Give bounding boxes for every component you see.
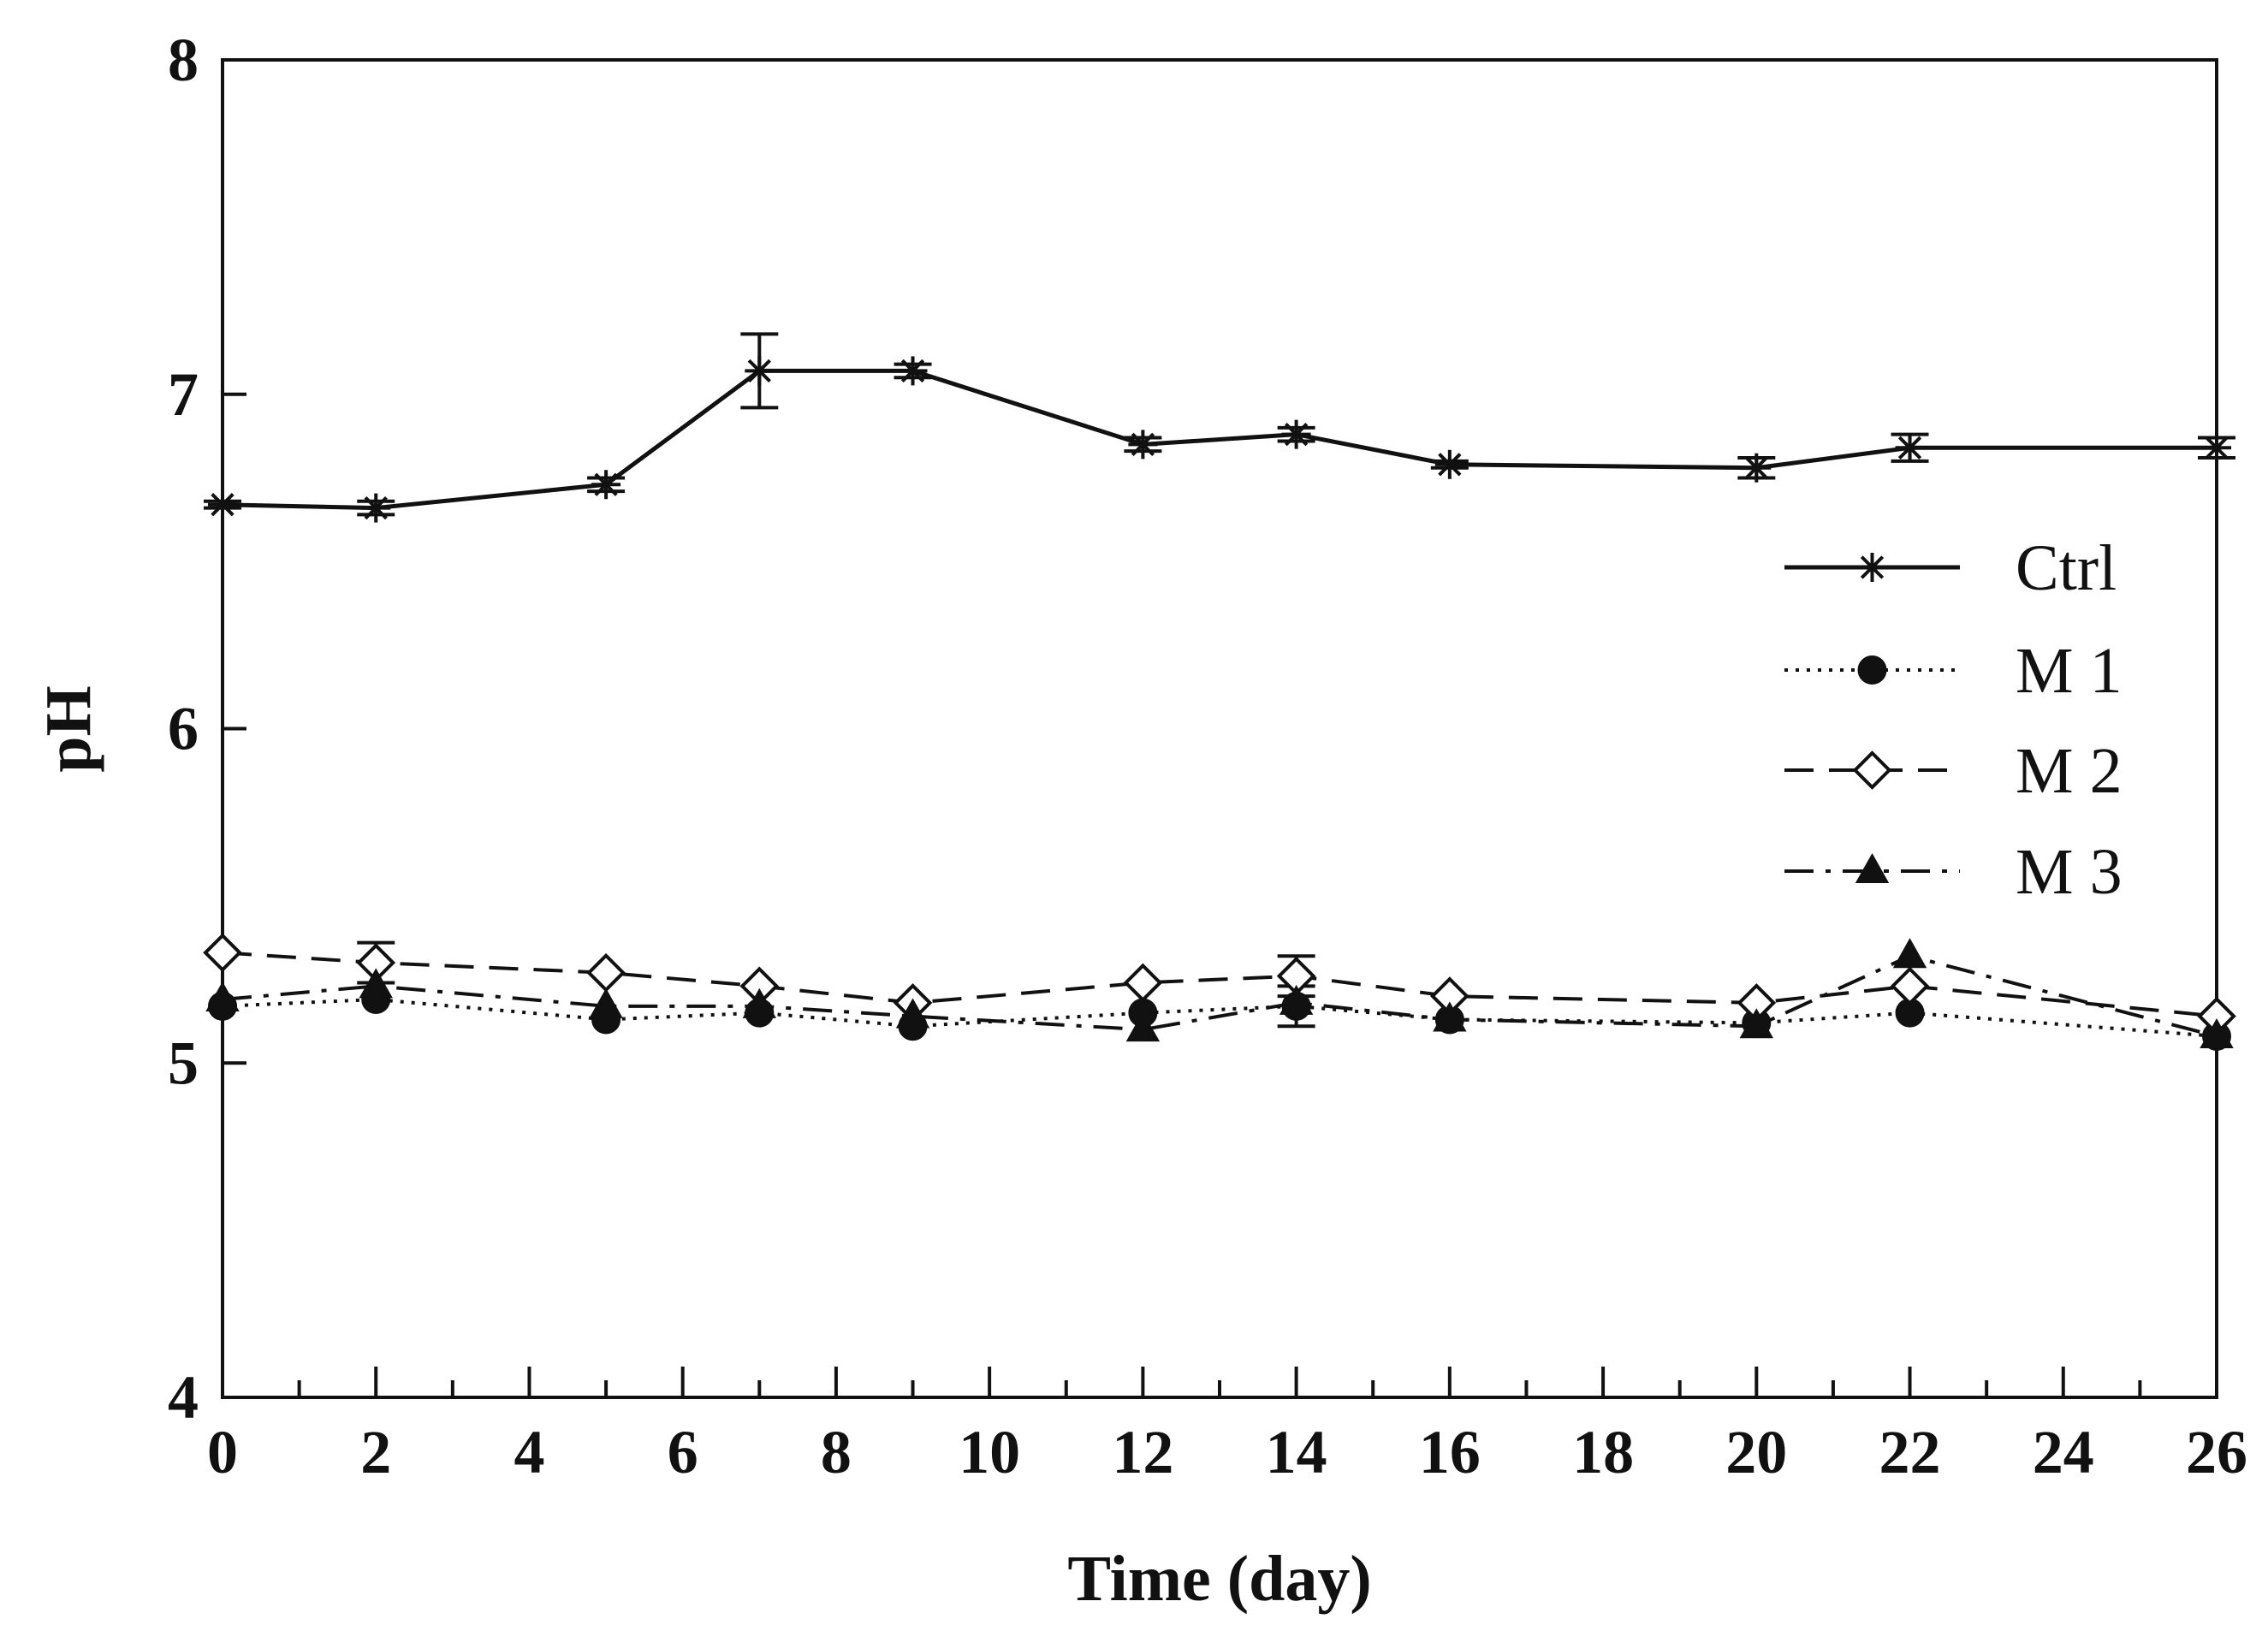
legend-label: M 1 <box>2016 635 2123 707</box>
series-m2 <box>203 933 2236 1036</box>
x-tick-label: 0 <box>207 1418 238 1486</box>
legend-marker <box>1852 750 1892 790</box>
x-tick-label: 4 <box>514 1418 544 1486</box>
x-tick-label: 20 <box>1725 1418 1787 1486</box>
data-point <box>742 987 777 1018</box>
data-point <box>1890 966 1930 1006</box>
data-point <box>1279 984 1314 1015</box>
data-point <box>1125 1011 1161 1042</box>
x-tick-label: 26 <box>2186 1418 2247 1486</box>
y-tick-label: 6 <box>168 695 199 763</box>
x-tick-label: 14 <box>1266 1418 1327 1486</box>
data-point <box>589 987 623 1018</box>
series-layer <box>203 332 2236 1051</box>
y-tick-label: 5 <box>168 1029 199 1097</box>
x-tick-label: 10 <box>959 1418 1020 1486</box>
legend-item-ctrl: Ctrl <box>1784 532 2117 604</box>
legend-marker <box>1855 852 1890 883</box>
legend: Ctrl M 1 M 2 M 3 <box>1784 532 2123 908</box>
data-point <box>1123 963 1163 1003</box>
x-tick-label: 16 <box>1419 1418 1481 1486</box>
data-point <box>205 981 240 1012</box>
data-point <box>203 933 242 973</box>
data-point <box>898 356 928 386</box>
data-point <box>1895 433 1925 463</box>
data-point <box>1739 1008 1774 1039</box>
data-point <box>1281 419 1311 449</box>
legend-label: M 2 <box>2016 735 2123 807</box>
x-tick-label: 8 <box>821 1418 852 1486</box>
data-point <box>1892 938 1927 969</box>
data-point <box>1128 430 1158 460</box>
data-point <box>359 968 393 999</box>
data-point <box>1434 449 1464 479</box>
series-ctrl <box>204 332 2235 523</box>
y-tick-label: 8 <box>168 26 199 94</box>
plot-frame <box>221 58 2218 1399</box>
legend-label: M 3 <box>2016 836 2123 908</box>
x-tick-label: 6 <box>668 1418 698 1486</box>
series-line <box>222 954 2218 1038</box>
x-tick-label: 18 <box>1572 1418 1634 1486</box>
data-point <box>895 998 930 1029</box>
legend-marker <box>1857 655 1887 685</box>
y-tick-label: 7 <box>168 360 199 429</box>
x-tick-label: 24 <box>2033 1418 2094 1486</box>
legend-item-m1: M 1 <box>1784 635 2123 707</box>
legend-item-m3: M 3 <box>1784 836 2123 908</box>
series-m3 <box>205 938 2234 1048</box>
x-axis-title: Time (day) <box>1067 1543 1371 1615</box>
data-point <box>591 470 621 500</box>
legend-label: Ctrl <box>2016 532 2117 604</box>
y-axis-title: pH <box>33 685 104 772</box>
data-point <box>1742 453 1772 483</box>
data-point <box>745 356 775 386</box>
x-tick-label: 2 <box>360 1418 391 1486</box>
data-point <box>2200 1017 2234 1048</box>
x-tick-label: 12 <box>1112 1418 1173 1486</box>
data-point <box>208 489 237 519</box>
legend-marker <box>1857 553 1887 582</box>
x-tick-label: 22 <box>1879 1418 1941 1486</box>
data-point <box>1433 1001 1467 1032</box>
y-tick-label: 4 <box>168 1363 199 1432</box>
data-point <box>361 493 391 523</box>
legend-item-m2: M 2 <box>1784 735 2123 807</box>
data-point <box>2202 433 2231 463</box>
data-point <box>586 952 626 993</box>
